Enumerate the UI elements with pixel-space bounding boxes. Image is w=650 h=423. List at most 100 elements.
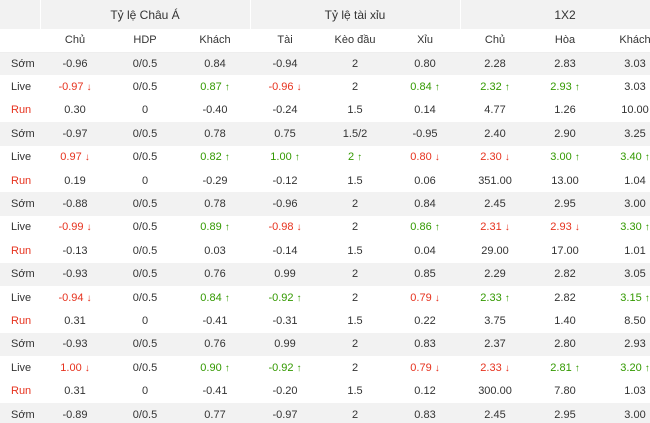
odds-cell: 3.05 <box>600 262 650 286</box>
odds-cell: 2.45 <box>460 402 531 423</box>
odds-cell: 0.78 <box>180 192 251 216</box>
odds-cell: 1.01 <box>600 239 650 262</box>
arrow-down-icon: ↓ <box>296 222 302 234</box>
odds-value: 1.5 <box>347 314 363 327</box>
odds-value: -0.96 <box>62 57 88 70</box>
column-header-home: Chủ <box>40 29 110 53</box>
odds-cell: 0/0.5 <box>110 356 180 379</box>
row-label: Sớm <box>0 52 40 76</box>
arrow-up-icon: ↑ <box>294 152 300 164</box>
odds-cell: 3.03 <box>600 75 650 98</box>
odds-cell: -0.95 <box>390 122 461 146</box>
odds-cell: -0.14 <box>250 239 320 262</box>
odds-value: 3.00 <box>624 408 646 421</box>
arrow-down-icon: ↓ <box>574 222 580 234</box>
odds-value: 7.80 <box>554 385 576 398</box>
odds-cell: 0.76 <box>180 332 251 357</box>
arrow-up-icon: ↑ <box>224 292 230 304</box>
arrow-up-icon: ↑ <box>574 152 580 164</box>
arrow-up-icon: ↑ <box>644 292 650 304</box>
odds-cell: 2 <box>320 262 391 286</box>
odds-cell: 3.15 ↑ <box>600 286 650 309</box>
odds-value: 4.77 <box>484 104 506 117</box>
odds-cell: 0 <box>110 169 180 192</box>
odds-cell: 1.03 <box>600 379 650 402</box>
odds-value: 0 <box>141 104 149 117</box>
odds-cell: -0.94 <box>250 52 321 76</box>
column-header-1x2-home: Chủ <box>460 29 531 53</box>
odds-cell: 0 <box>110 379 180 402</box>
row-label: Run <box>11 244 32 257</box>
odds-value: 0/0.5 <box>132 198 158 211</box>
odds-cell: 0.19 <box>40 169 110 192</box>
odds-cell: 0 <box>110 99 180 122</box>
odds-value: 1.03 <box>624 385 646 398</box>
odds-value: 2.95 <box>554 198 576 211</box>
odds-value: -0.96 <box>272 198 298 211</box>
odds-cell: 2 ↑ <box>320 146 390 169</box>
row-label: Live <box>11 81 32 94</box>
odds-cell: 2 <box>320 402 391 423</box>
odds-cell: 0/0.5 <box>110 262 180 286</box>
odds-value: 1.40 <box>554 314 576 327</box>
odds-cell: 29.00 <box>460 239 530 262</box>
odds-value: 2.28 <box>484 57 506 70</box>
odds-cell: 0.84 <box>180 52 251 76</box>
odds-cell: 2.29 <box>460 262 531 286</box>
odds-cell: -0.96 ↓ <box>250 75 320 98</box>
odds-cell: 0.90 ↑ <box>180 356 250 379</box>
arrow-down-icon: ↓ <box>504 222 510 234</box>
group-header-1x2: 1X2 <box>460 0 650 29</box>
odds-value: 0.22 <box>414 314 436 327</box>
odds-value: 0/0.5 <box>132 268 158 281</box>
odds-value: 10.00 <box>621 104 649 117</box>
odds-value: 3.15 <box>620 291 642 304</box>
odds-cell: 2 <box>320 52 391 76</box>
odds-value: 2.83 <box>554 57 576 70</box>
odds-cell: 0.22 <box>390 309 460 332</box>
odds-value: 3.40 <box>620 151 642 164</box>
odds-cell: 0.87 ↑ <box>180 75 250 98</box>
odds-cell: 2.93 <box>600 332 650 357</box>
arrow-up-icon: ↑ <box>434 222 440 234</box>
arrow-down-icon: ↓ <box>434 152 440 164</box>
odds-value: 2.80 <box>554 338 576 351</box>
odds-cell: 2.90 <box>530 122 601 146</box>
column-header-over: Tài <box>250 29 321 53</box>
odds-cell: 0.99 <box>250 332 321 357</box>
odds-value: -0.93 <box>62 268 88 281</box>
table-row: Sớm -0.93 0/0.5 0.76 0.99 2 0.83 2.37 2.80 2.93 <box>0 332 650 357</box>
odds-value: 0.84 <box>200 291 222 304</box>
table-row: Run 0.19 0 -0.29 -0.12 1.5 0.06 351.00 13.00 1.04 <box>0 169 650 192</box>
odds-cell: -0.13 <box>40 239 110 262</box>
odds-cell: 2.30 ↓ <box>460 146 530 169</box>
odds-cell: 2.95 <box>530 402 601 423</box>
odds-cell: 2 <box>320 332 391 357</box>
odds-cell: 0.80 <box>390 52 461 76</box>
odds-value: 0.19 <box>64 174 86 187</box>
odds-value: 0.89 <box>200 221 222 234</box>
odds-value: 3.25 <box>624 127 646 140</box>
arrow-up-icon: ↑ <box>296 362 302 374</box>
odds-value: 0.87 <box>200 81 222 94</box>
odds-value: 0/0.5 <box>132 338 158 351</box>
odds-value: -0.89 <box>62 408 88 421</box>
odds-value: -0.92 <box>268 361 294 374</box>
odds-cell: 0.31 <box>40 309 110 332</box>
odds-cell: 2.81 ↑ <box>530 356 600 379</box>
odds-cell: 3.25 <box>600 122 650 146</box>
odds-value: 3.00 <box>550 151 572 164</box>
odds-cell: -0.97 ↓ <box>40 75 110 98</box>
odds-value: 0.06 <box>414 174 436 187</box>
odds-cell: 2.37 <box>460 332 531 357</box>
odds-cell: -0.88 <box>40 192 110 216</box>
table-row: Sớm -0.89 0/0.5 0.77 -0.97 2 0.83 2.45 2.95 3.00 <box>0 402 650 423</box>
odds-cell: -0.40 <box>180 99 250 122</box>
odds-cell: 0.77 <box>180 402 251 423</box>
odds-value: -0.88 <box>62 198 88 211</box>
odds-cell: 0/0.5 <box>110 122 180 146</box>
odds-cell: 2 <box>320 356 390 379</box>
odds-value: -0.97 <box>62 127 88 140</box>
odds-cell: 1.5 <box>320 99 390 122</box>
odds-cell: -0.41 <box>180 379 250 402</box>
